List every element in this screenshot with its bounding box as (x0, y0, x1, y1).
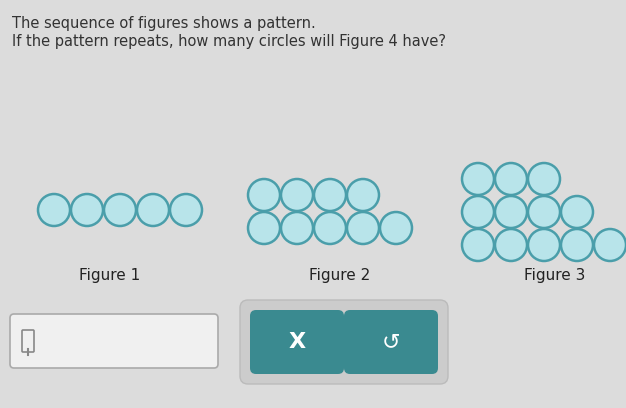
Text: Figure 3: Figure 3 (525, 268, 586, 283)
Circle shape (495, 229, 527, 261)
Circle shape (314, 212, 346, 244)
FancyBboxPatch shape (344, 310, 438, 374)
Text: Figure 2: Figure 2 (309, 268, 371, 283)
Circle shape (462, 229, 494, 261)
Text: X: X (289, 332, 305, 352)
Circle shape (248, 179, 280, 211)
Circle shape (380, 212, 412, 244)
FancyBboxPatch shape (250, 310, 344, 374)
Circle shape (561, 196, 593, 228)
Circle shape (528, 229, 560, 261)
Circle shape (347, 212, 379, 244)
FancyBboxPatch shape (10, 314, 218, 368)
Circle shape (495, 163, 527, 195)
Circle shape (495, 196, 527, 228)
Text: If the pattern repeats, how many circles will Figure 4 have?: If the pattern repeats, how many circles… (12, 34, 446, 49)
Circle shape (462, 163, 494, 195)
Circle shape (347, 179, 379, 211)
Text: ↺: ↺ (382, 332, 400, 352)
Circle shape (314, 179, 346, 211)
FancyBboxPatch shape (240, 300, 448, 384)
Text: The sequence of figures shows a pattern.: The sequence of figures shows a pattern. (12, 16, 316, 31)
Circle shape (248, 212, 280, 244)
Circle shape (71, 194, 103, 226)
Circle shape (594, 229, 626, 261)
Circle shape (38, 194, 70, 226)
Circle shape (462, 196, 494, 228)
FancyBboxPatch shape (22, 330, 34, 352)
Text: Figure 1: Figure 1 (80, 268, 141, 283)
Circle shape (528, 163, 560, 195)
Circle shape (104, 194, 136, 226)
Circle shape (137, 194, 169, 226)
Circle shape (561, 229, 593, 261)
Circle shape (170, 194, 202, 226)
Circle shape (281, 179, 313, 211)
Circle shape (281, 212, 313, 244)
Circle shape (528, 196, 560, 228)
